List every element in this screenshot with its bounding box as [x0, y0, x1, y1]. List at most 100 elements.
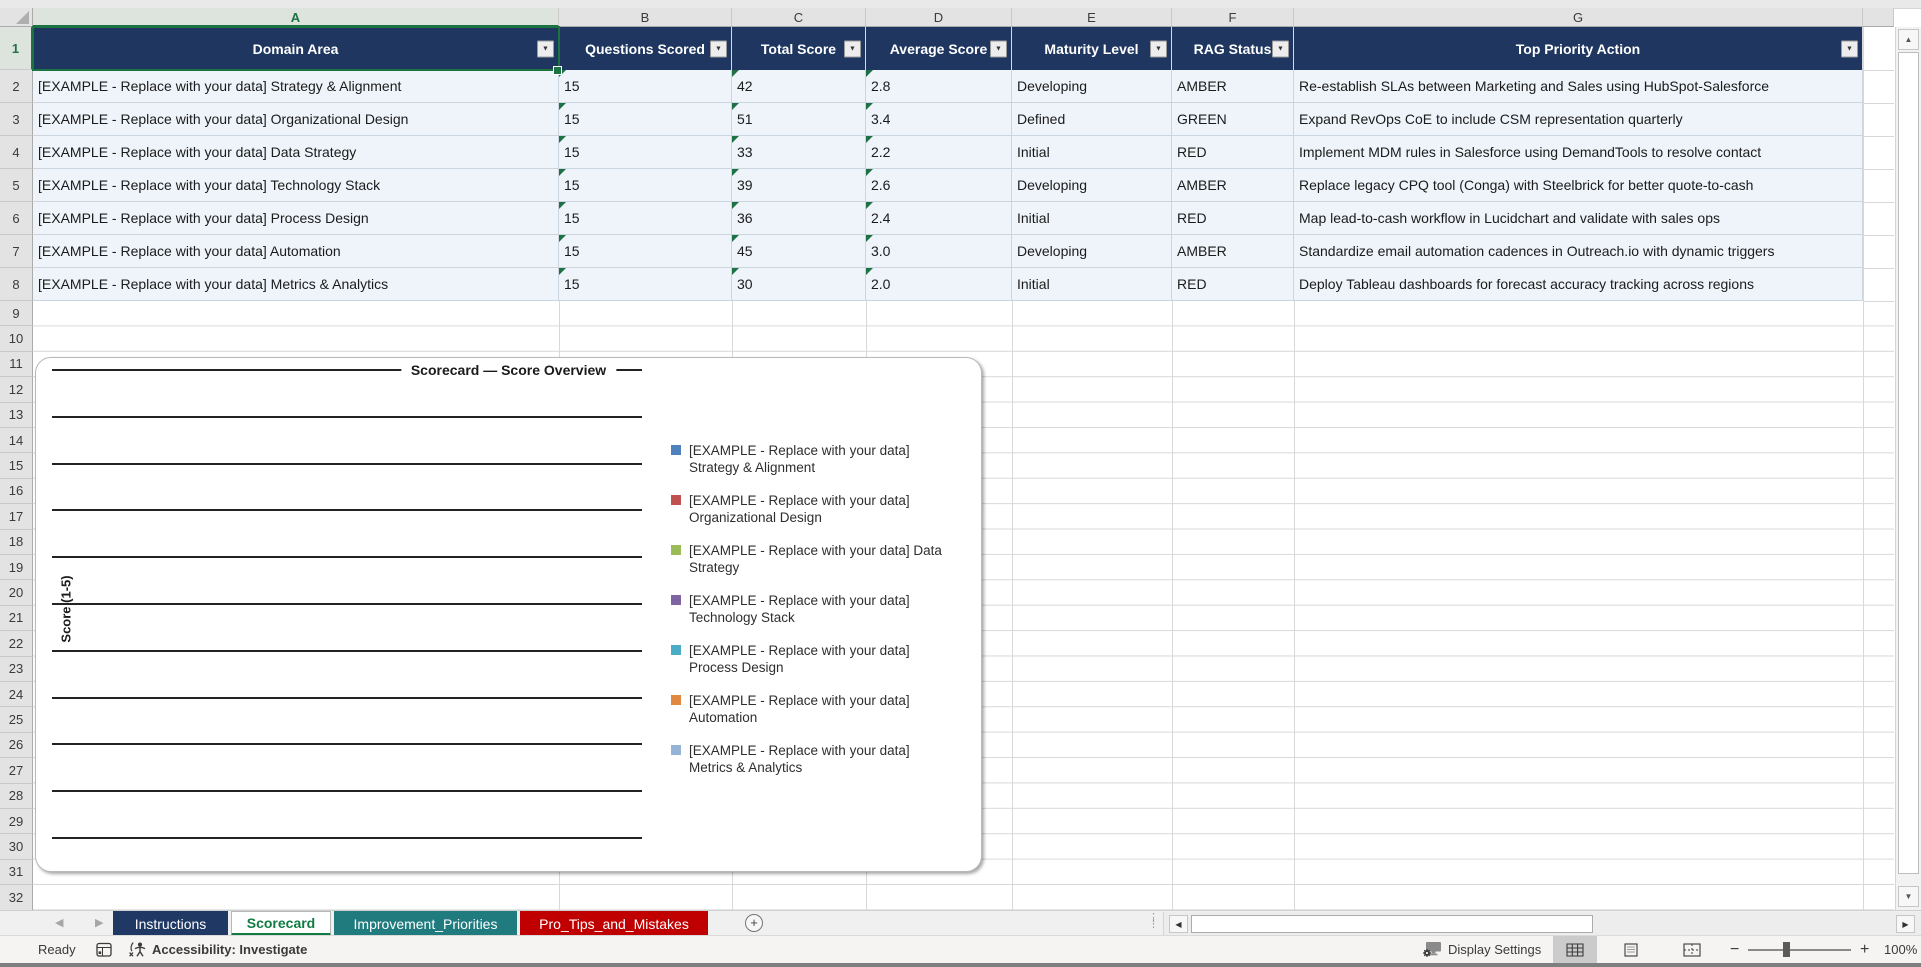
accessibility-status[interactable]: Accessibility: Investigate — [152, 942, 308, 957]
table-cell[interactable]: [EXAMPLE - Replace with your data] Autom… — [33, 235, 559, 268]
filter-dropdown-icon[interactable]: ▼ — [990, 40, 1007, 57]
row-header-10[interactable]: 10 — [0, 326, 33, 352]
table-header-average_score[interactable]: Average Score ▼ — [866, 27, 1012, 70]
zoom-out-button[interactable]: − — [1730, 940, 1740, 958]
row-header-3[interactable]: 3 — [0, 103, 33, 136]
legend-item[interactable]: [EXAMPLE - Replace with your data] Techn… — [671, 592, 943, 626]
table-cell[interactable]: 15 — [559, 70, 732, 103]
filter-dropdown-icon[interactable]: ▼ — [710, 40, 727, 57]
row-header-31[interactable]: 31 — [0, 859, 33, 886]
table-cell[interactable]: 15 — [559, 103, 732, 136]
table-cell[interactable]: Initial — [1012, 136, 1172, 169]
sheet-tab-improvement-priorities[interactable]: Improvement_Priorities — [334, 911, 517, 936]
table-cell[interactable]: [EXAMPLE - Replace with your data] Organ… — [33, 103, 559, 136]
table-header-top_priority_action[interactable]: Top Priority Action ▼ — [1294, 27, 1863, 70]
row-header-23[interactable]: 23 — [0, 656, 33, 682]
row-header-2[interactable]: 2 — [0, 70, 33, 103]
table-cell[interactable]: 3.4 — [866, 103, 1012, 136]
new-sheet-button[interactable]: + — [745, 914, 763, 932]
table-cell[interactable]: RED — [1172, 268, 1294, 301]
row-header-18[interactable]: 18 — [0, 529, 33, 555]
scorecard-table[interactable]: Domain Area ▼ Questions Scored ▼ Total Score… — [32, 26, 1863, 301]
table-cell[interactable]: RED — [1172, 202, 1294, 235]
row-header-20[interactable]: 20 — [0, 580, 33, 606]
zoom-level[interactable]: 100% — [1884, 942, 1918, 957]
table-cell[interactable]: 30 — [732, 268, 866, 301]
legend-item[interactable]: [EXAMPLE - Replace with your data] Metri… — [671, 742, 943, 776]
legend-item[interactable]: [EXAMPLE - Replace with your data] Organ… — [671, 492, 943, 526]
table-cell[interactable]: 15 — [559, 202, 732, 235]
next-sheet-icon[interactable]: ▶ — [95, 917, 104, 929]
row-header-16[interactable]: 16 — [0, 478, 33, 505]
table-cell[interactable]: RED — [1172, 136, 1294, 169]
table-cell[interactable]: 33 — [732, 136, 866, 169]
table-cell[interactable]: 36 — [732, 202, 866, 235]
table-cell[interactable]: GREEN — [1172, 103, 1294, 136]
vertical-scrollbar-thumb[interactable] — [1898, 52, 1919, 874]
table-cell[interactable]: AMBER — [1172, 235, 1294, 268]
row-header-28[interactable]: 28 — [0, 783, 33, 809]
table-cell[interactable]: Re-establish SLAs between Marketing and … — [1294, 70, 1863, 103]
zoom-slider-handle[interactable] — [1783, 942, 1790, 957]
scroll-right-button[interactable]: ▶ — [1896, 915, 1915, 933]
table-cell[interactable]: Standardize email automation cadences in… — [1294, 235, 1863, 268]
zoom-slider-track[interactable] — [1748, 949, 1851, 951]
column-header-C[interactable]: C — [732, 8, 866, 27]
table-cell[interactable]: 15 — [559, 136, 732, 169]
scroll-down-button[interactable]: ▼ — [1898, 886, 1919, 907]
row-header-21[interactable]: 21 — [0, 605, 33, 632]
row-header-1[interactable]: 1 — [0, 27, 33, 70]
row-header-22[interactable]: 22 — [0, 631, 33, 657]
row-header-24[interactable]: 24 — [0, 682, 33, 708]
row-header-6[interactable]: 6 — [0, 202, 33, 235]
row-header-5[interactable]: 5 — [0, 169, 33, 202]
row-header-12[interactable]: 12 — [0, 377, 33, 403]
table-cell[interactable]: Deploy Tableau dashboards for forecast a… — [1294, 268, 1863, 301]
table-cell[interactable]: 2.4 — [866, 202, 1012, 235]
table-header-maturity_level[interactable]: Maturity Level ▼ — [1012, 27, 1172, 70]
row-header-19[interactable]: 19 — [0, 555, 33, 581]
table-cell[interactable]: 15 — [559, 235, 732, 268]
table-cell[interactable]: Implement MDM rules in Salesforce using … — [1294, 136, 1863, 169]
table-cell[interactable]: [EXAMPLE - Replace with your data] Metri… — [33, 268, 559, 301]
legend-item[interactable]: [EXAMPLE - Replace with your data] Autom… — [671, 692, 943, 726]
sheet-tab-scorecard[interactable]: Scorecard — [231, 911, 331, 936]
row-header-13[interactable]: 13 — [0, 402, 33, 428]
scroll-left-button[interactable]: ◀ — [1169, 915, 1188, 933]
table-header-total_score[interactable]: Total Score ▼ — [732, 27, 866, 70]
table-cell[interactable]: 51 — [732, 103, 866, 136]
previous-sheet-icon[interactable]: ◀ — [55, 917, 64, 929]
filter-dropdown-icon[interactable]: ▼ — [537, 40, 554, 57]
table-cell[interactable]: 45 — [732, 235, 866, 268]
display-settings-icon[interactable] — [1422, 936, 1444, 963]
table-cell[interactable]: 39 — [732, 169, 866, 202]
row-header-29[interactable]: 29 — [0, 809, 33, 835]
table-cell[interactable]: 2.6 — [866, 169, 1012, 202]
table-cell[interactable]: 15 — [559, 169, 732, 202]
row-header-27[interactable]: 27 — [0, 758, 33, 784]
scorecard-chart[interactable]: Scorecard — Score Overview Score (1-5) [… — [35, 357, 982, 872]
row-header-26[interactable]: 26 — [0, 732, 33, 759]
legend-item[interactable]: [EXAMPLE - Replace with your data] Proce… — [671, 642, 943, 676]
table-header-rag_status[interactable]: RAG Status ▼ — [1172, 27, 1294, 70]
table-cell[interactable]: [EXAMPLE - Replace with your data] Data … — [33, 136, 559, 169]
row-header-30[interactable]: 30 — [0, 834, 33, 860]
row-header-15[interactable]: 15 — [0, 453, 33, 479]
row-header-25[interactable]: 25 — [0, 707, 33, 733]
filter-dropdown-icon[interactable]: ▼ — [1150, 40, 1167, 57]
row-header-11[interactable]: 11 — [0, 351, 33, 378]
row-header-14[interactable]: 14 — [0, 428, 33, 454]
page-layout-view-button[interactable] — [1611, 936, 1651, 963]
sheet-tab-instructions[interactable]: Instructions — [113, 911, 228, 936]
table-header-questions_scored[interactable]: Questions Scored ▼ — [559, 27, 732, 70]
legend-item[interactable]: [EXAMPLE - Replace with your data] Strat… — [671, 442, 943, 476]
table-cell[interactable]: 3.0 — [866, 235, 1012, 268]
column-header-G[interactable]: G — [1294, 8, 1863, 27]
horizontal-scrollbar-thumb[interactable] — [1191, 915, 1593, 933]
tab-split-grip[interactable]: ⋮ ⋮ — [1148, 912, 1159, 930]
filter-dropdown-icon[interactable]: ▼ — [844, 40, 861, 57]
column-header-E[interactable]: E — [1012, 8, 1172, 27]
row-header-32[interactable]: 32 — [0, 885, 33, 911]
row-header-9[interactable]: 9 — [0, 301, 33, 327]
table-cell[interactable]: 2.0 — [866, 268, 1012, 301]
